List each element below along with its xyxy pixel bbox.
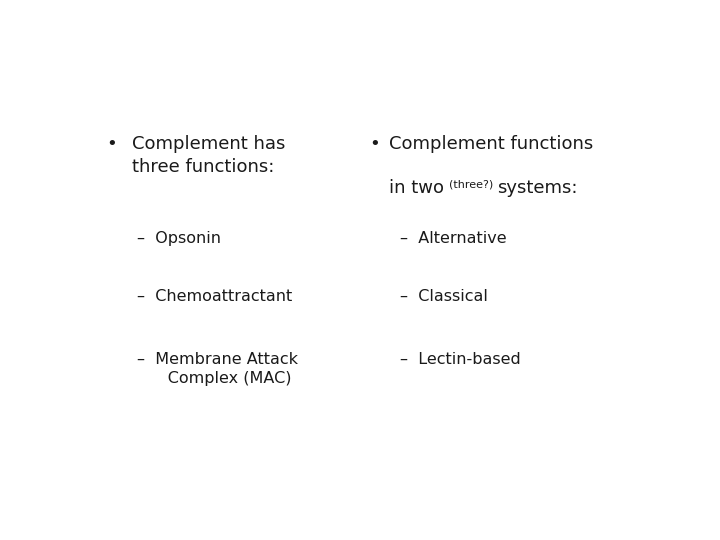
Text: –  Membrane Attack
      Complex (MAC): – Membrane Attack Complex (MAC): [138, 352, 298, 386]
Text: –  Alternative: – Alternative: [400, 231, 506, 246]
Text: (three?): (three?): [449, 179, 497, 189]
Text: –  Chemoattractant: – Chemoattractant: [138, 289, 292, 305]
Text: –  Classical: – Classical: [400, 289, 487, 305]
Text: Complement functions: Complement functions: [389, 136, 593, 153]
Text: systems:: systems:: [497, 179, 577, 197]
Text: Complement has
three functions:: Complement has three functions:: [132, 136, 285, 177]
Text: •: •: [107, 136, 117, 153]
Text: –  Opsonin: – Opsonin: [138, 231, 222, 246]
Text: in two: in two: [389, 179, 449, 197]
Text: •: •: [369, 136, 379, 153]
Text: –  Lectin-based: – Lectin-based: [400, 352, 521, 367]
